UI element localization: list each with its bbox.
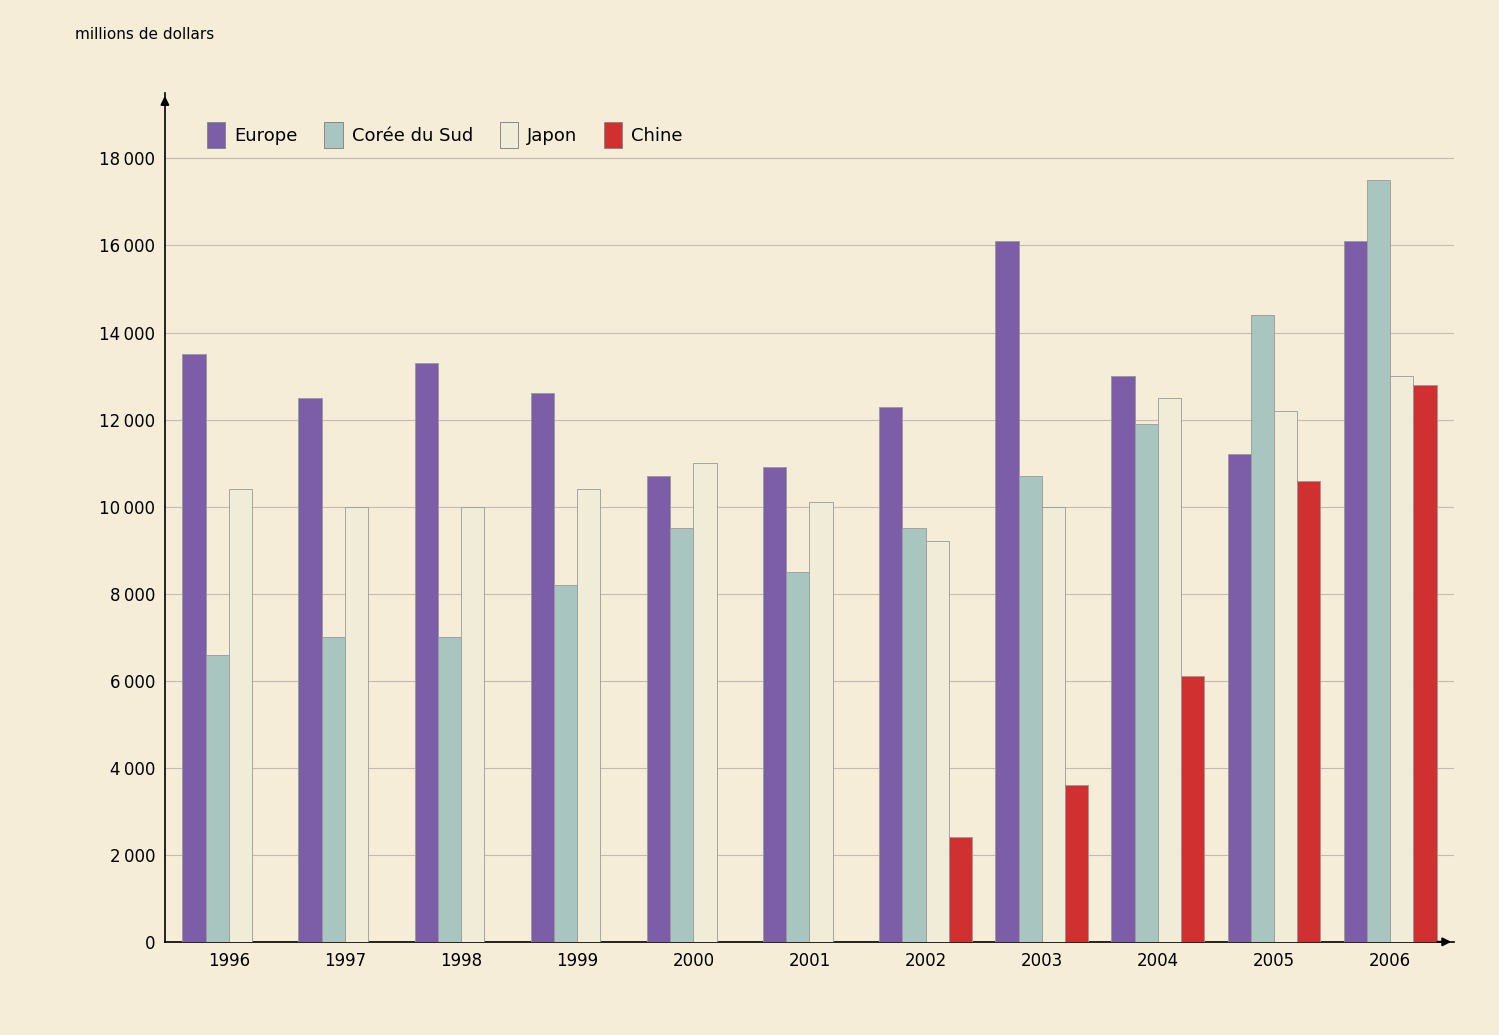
Bar xyxy=(1343,241,1367,942)
Bar xyxy=(1042,506,1064,942)
Bar xyxy=(183,354,205,942)
Bar xyxy=(1274,411,1297,942)
Bar xyxy=(1064,786,1088,942)
Text: millions de dollars: millions de dollars xyxy=(75,27,214,42)
Bar xyxy=(577,490,601,942)
Bar xyxy=(1367,180,1390,942)
Bar xyxy=(809,502,832,942)
Bar xyxy=(995,241,1018,942)
Bar xyxy=(1414,385,1436,942)
Bar xyxy=(298,397,322,942)
Bar xyxy=(345,506,369,942)
Bar xyxy=(1390,376,1414,942)
Bar xyxy=(1157,397,1181,942)
Bar xyxy=(438,638,462,942)
Bar xyxy=(925,541,949,942)
Bar xyxy=(1297,480,1321,942)
Bar xyxy=(205,654,229,942)
Bar xyxy=(648,476,670,942)
Bar xyxy=(949,837,971,942)
Bar xyxy=(787,572,809,942)
Bar xyxy=(1018,476,1042,942)
Bar xyxy=(229,490,252,942)
Bar xyxy=(694,463,717,942)
Bar xyxy=(555,585,577,942)
Bar xyxy=(415,363,438,942)
Bar xyxy=(902,529,925,942)
Bar xyxy=(1250,315,1274,942)
Bar xyxy=(1181,676,1204,942)
Bar xyxy=(322,638,345,942)
Legend: Europe, Corée du Sud, Japon, Chine: Europe, Corée du Sud, Japon, Chine xyxy=(199,115,690,155)
Bar xyxy=(1111,376,1135,942)
Bar xyxy=(878,407,902,942)
Bar xyxy=(670,529,694,942)
Bar xyxy=(1228,454,1250,942)
Bar xyxy=(462,506,484,942)
Bar xyxy=(1135,424,1157,942)
Bar xyxy=(531,393,555,942)
Bar xyxy=(763,468,787,942)
